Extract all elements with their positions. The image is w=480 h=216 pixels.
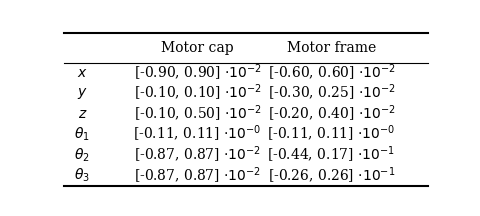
Text: $x$: $x$	[77, 66, 88, 80]
Text: [-0.44, 0.17] $\cdot10^{-1}$: [-0.44, 0.17] $\cdot10^{-1}$	[267, 145, 396, 165]
Text: [-0.87, 0.87] $\cdot10^{-2}$: [-0.87, 0.87] $\cdot10^{-2}$	[134, 165, 261, 186]
Text: $z$: $z$	[78, 107, 87, 121]
Text: [-0.10, 0.10] $\cdot10^{-2}$: [-0.10, 0.10] $\cdot10^{-2}$	[133, 83, 262, 103]
Text: [-0.10, 0.50] $\cdot10^{-2}$: [-0.10, 0.50] $\cdot10^{-2}$	[133, 104, 262, 124]
Text: [-0.11, 0.11] $\cdot10^{-0}$: [-0.11, 0.11] $\cdot10^{-0}$	[133, 124, 262, 145]
Text: $\theta_3$: $\theta_3$	[74, 167, 90, 184]
Text: [-0.87, 0.87] $\cdot10^{-2}$: [-0.87, 0.87] $\cdot10^{-2}$	[134, 145, 261, 165]
Text: [-0.90, 0.90] $\cdot10^{-2}$: [-0.90, 0.90] $\cdot10^{-2}$	[133, 63, 262, 83]
Text: [-0.11, 0.11] $\cdot10^{-0}$: [-0.11, 0.11] $\cdot10^{-0}$	[267, 124, 396, 145]
Text: [-0.60, 0.60] $\cdot10^{-2}$: [-0.60, 0.60] $\cdot10^{-2}$	[267, 63, 396, 83]
Text: $\theta_2$: $\theta_2$	[74, 146, 90, 164]
Text: Motor frame: Motor frame	[287, 41, 376, 55]
Text: $\theta_1$: $\theta_1$	[74, 126, 90, 143]
Text: [-0.30, 0.25] $\cdot10^{-2}$: [-0.30, 0.25] $\cdot10^{-2}$	[268, 83, 396, 103]
Text: $y$: $y$	[77, 86, 88, 101]
Text: Motor cap: Motor cap	[161, 41, 234, 55]
Text: [-0.26, 0.26] $\cdot10^{-1}$: [-0.26, 0.26] $\cdot10^{-1}$	[268, 165, 395, 186]
Text: [-0.20, 0.40] $\cdot10^{-2}$: [-0.20, 0.40] $\cdot10^{-2}$	[268, 104, 396, 124]
